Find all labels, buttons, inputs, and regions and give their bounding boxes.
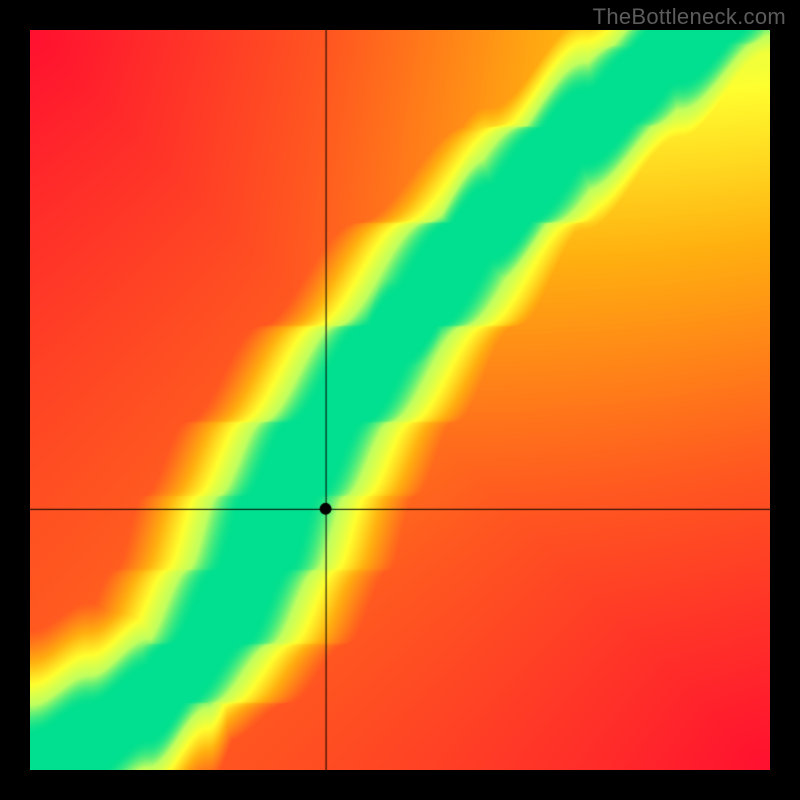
bottleneck-heatmap bbox=[30, 30, 770, 770]
watermark-text: TheBottleneck.com bbox=[593, 4, 786, 30]
chart-container: TheBottleneck.com bbox=[0, 0, 800, 800]
